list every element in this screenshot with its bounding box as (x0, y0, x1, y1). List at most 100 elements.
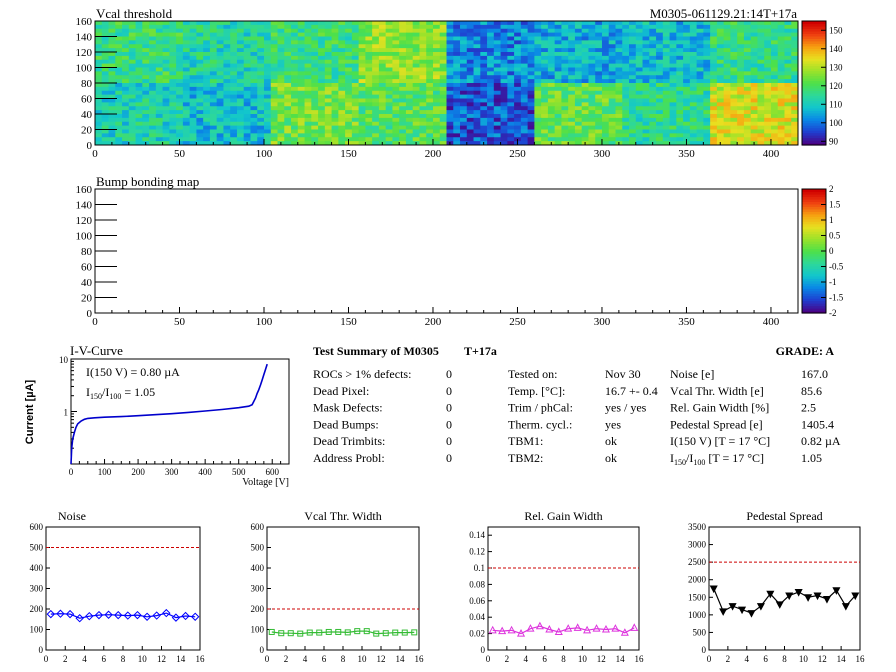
heatmap-cell (601, 67, 610, 72)
heatmap-cell (162, 48, 170, 53)
heatmap-cell (635, 40, 643, 45)
heatmap-cell (622, 114, 630, 119)
x-tick-label: 2 (63, 654, 68, 664)
heatmap-cell (115, 36, 123, 41)
heatmap-cell (426, 36, 434, 41)
heatmap-cell (257, 94, 265, 99)
heatmap-cell (466, 40, 474, 45)
heatmap-cell (331, 71, 339, 76)
heatmap-cell (358, 59, 366, 65)
heatmap-cell (757, 98, 765, 103)
heatmap-cell (176, 94, 184, 99)
heatmap-cell (460, 83, 468, 88)
heatmap-cell (345, 52, 353, 57)
heatmap-cell (284, 110, 292, 115)
heatmap-cell (446, 59, 454, 65)
heatmap-cell (696, 21, 704, 26)
heatmap-cell (426, 48, 434, 53)
heatmap-cell (196, 110, 204, 115)
heatmap-cell (318, 133, 326, 138)
heatmap-cell (777, 86, 785, 92)
heatmap-cell (399, 71, 407, 76)
heatmap-cell (716, 117, 725, 123)
heatmap-cell (263, 67, 272, 72)
heatmap-cell (710, 55, 718, 61)
heatmap-cell (446, 98, 454, 103)
heatmap-cell (683, 83, 691, 88)
heatmap-cell (324, 40, 332, 45)
heatmap-cell (426, 24, 434, 30)
heatmap-cell (541, 52, 549, 57)
heatmap-cell (466, 90, 474, 96)
iv-x-tick-label: 200 (131, 467, 145, 477)
heatmap-cell (514, 117, 522, 123)
heatmap-cell (480, 98, 488, 103)
heatmap-cell (595, 44, 603, 49)
heatmap-cell (730, 94, 738, 99)
heatmap-cell (635, 48, 643, 53)
heatmap-cell (176, 102, 184, 107)
heatmap-cell (649, 59, 657, 65)
heatmap-cell (149, 94, 157, 99)
y-tick-label: 0.1 (474, 563, 485, 573)
palette-band (802, 303, 826, 307)
heatmap-cell (149, 75, 157, 80)
heatmap-cell (358, 32, 366, 37)
heatmap-cell (311, 102, 319, 107)
heatmap-cell (399, 79, 407, 84)
heatmap-cell (791, 90, 799, 96)
heatmap-cell (135, 102, 143, 107)
heatmap-cell (527, 141, 535, 146)
palette-band (802, 278, 826, 282)
heatmap-cell (392, 28, 400, 34)
data-point (601, 624, 611, 633)
heatmap-cell (412, 32, 420, 37)
heatmap-cell (622, 125, 630, 130)
heatmap-cell (574, 129, 583, 134)
heatmap-cell (554, 114, 562, 119)
heatmap-cell (750, 106, 758, 111)
heatmap-cell (216, 21, 224, 26)
heatmap-cell (473, 106, 481, 111)
heatmap-cell (784, 125, 792, 130)
data-point (162, 608, 171, 618)
heatmap-cell (480, 59, 488, 65)
heatmap-cell (385, 21, 393, 26)
heatmap-cell (791, 71, 799, 76)
heatmap-cell (689, 94, 698, 99)
heatmap-cell (662, 98, 670, 103)
heatmap-cell (784, 67, 792, 72)
heatmap-cell (764, 79, 772, 84)
heatmap-cell (737, 90, 745, 96)
y-tick-label: 0.14 (469, 530, 485, 540)
heatmap-cell (263, 48, 272, 53)
heatmap-cell (689, 137, 698, 142)
heatmap-cell (656, 114, 664, 119)
x-tick-label: 6 (322, 654, 327, 664)
heatmap-cell (770, 90, 779, 96)
heatmap-cell (581, 102, 589, 107)
heatmap-cell (122, 125, 130, 130)
heatmap-cell (561, 121, 569, 127)
heatmap-cell (122, 52, 130, 57)
heatmap-cell (622, 63, 630, 68)
heatmap-cell (331, 55, 339, 61)
heatmap-cell (764, 28, 772, 34)
palette-band (802, 120, 826, 124)
heatmap-cell (405, 86, 414, 92)
heatmap-cell (547, 102, 556, 107)
heatmap-cell (331, 63, 339, 68)
heatmap-cell (784, 52, 792, 57)
heatmap-cell (372, 21, 380, 26)
heatmap-cell (392, 133, 400, 138)
palette-band (802, 83, 826, 87)
heatmap-cell (345, 32, 353, 37)
heatmap-cell (372, 86, 380, 92)
y-tick-label: 500 (251, 543, 265, 553)
heatmap-cell (541, 114, 549, 119)
heatmap-cell (574, 90, 583, 96)
heatmap-cell (399, 21, 407, 26)
heatmap-cell (791, 110, 799, 115)
heatmap-cell (162, 98, 170, 103)
heatmap-cell (642, 75, 650, 80)
